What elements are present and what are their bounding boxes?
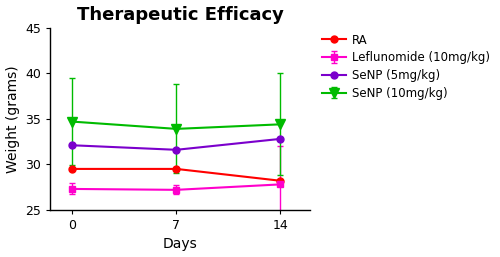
Y-axis label: Weight (grams): Weight (grams) [6, 65, 20, 173]
Legend: RA, Leflunomide (10mg/kg), SeNP (5mg/kg), SeNP (10mg/kg): RA, Leflunomide (10mg/kg), SeNP (5mg/kg)… [318, 30, 493, 103]
X-axis label: Days: Days [162, 237, 198, 251]
Title: Therapeutic Efficacy: Therapeutic Efficacy [76, 6, 284, 24]
